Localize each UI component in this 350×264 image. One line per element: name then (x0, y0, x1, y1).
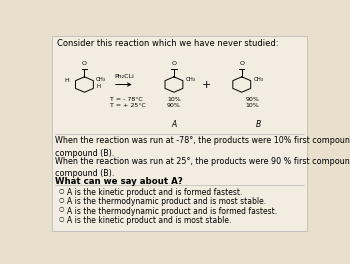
Text: B: B (256, 120, 261, 129)
Text: CH₃: CH₃ (186, 77, 196, 82)
Text: T = - 78°C: T = - 78°C (110, 97, 143, 102)
Text: ○: ○ (59, 206, 64, 211)
Text: O: O (82, 61, 87, 66)
Text: When the reaction was run at 25°, the products were 90 % first compound (A), 10%: When the reaction was run at 25°, the pr… (55, 157, 350, 178)
Text: A is the thermodynamic product and is formed fastest.: A is the thermodynamic product and is fo… (67, 206, 277, 215)
Text: CH₃: CH₃ (96, 77, 106, 82)
Text: H: H (64, 78, 69, 83)
FancyBboxPatch shape (52, 36, 307, 231)
Text: ○: ○ (59, 188, 64, 193)
Text: Consider this reaction which we have never studied:: Consider this reaction which we have nev… (57, 39, 279, 48)
Text: O: O (239, 61, 244, 66)
Text: A: A (172, 120, 176, 129)
Text: A is the thermodynamic product and is most stable.: A is the thermodynamic product and is mo… (67, 197, 266, 206)
Text: Ph₂CLi: Ph₂CLi (114, 74, 134, 79)
Text: A is the kinetic product and is most stable.: A is the kinetic product and is most sta… (67, 216, 231, 225)
Text: ○: ○ (59, 197, 64, 202)
Text: CH₃: CH₃ (253, 77, 264, 82)
Text: O: O (172, 61, 176, 66)
Text: +: + (202, 79, 211, 89)
Text: H: H (96, 84, 100, 89)
Text: T = + 25°C: T = + 25°C (110, 103, 146, 108)
Text: A is the kinetic product and is formed fastest.: A is the kinetic product and is formed f… (67, 188, 242, 197)
Text: When the reaction was run at -78°, the products were 10% first compound (A), 90%: When the reaction was run at -78°, the p… (55, 136, 350, 158)
Text: 90%: 90% (246, 97, 260, 102)
Text: ○: ○ (59, 216, 64, 221)
Text: 10%: 10% (246, 103, 259, 108)
Text: 90%: 90% (167, 103, 181, 108)
Text: What can we say about A?: What can we say about A? (55, 177, 182, 186)
Text: 10%: 10% (167, 97, 181, 102)
